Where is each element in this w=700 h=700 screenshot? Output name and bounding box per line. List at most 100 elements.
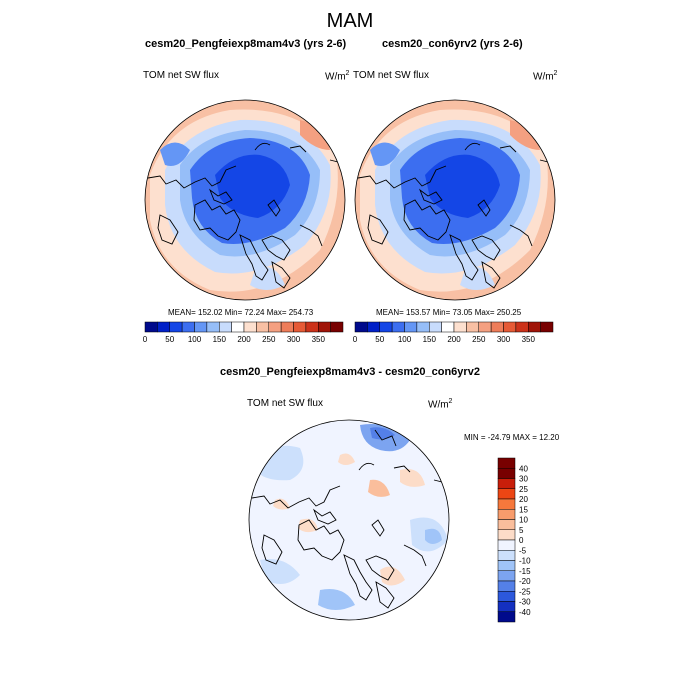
colorbar-diff-box-11: [497, 570, 516, 582]
colorbar-right-box-14: [528, 321, 541, 333]
colorbar-diff-box-13: [497, 591, 516, 602]
map-left-coastlines: [147, 142, 343, 289]
colorbar-left-label-3: 150: [213, 335, 227, 344]
panel-right-units: W/m2: [533, 70, 557, 82]
colorbar-left-label-5: 250: [262, 335, 276, 344]
colorbar-diff-box-10: [497, 560, 516, 571]
colorbar-diff-label-8: -5: [519, 546, 527, 555]
diff-panel-units-exp: 2: [448, 398, 453, 405]
main-title: MAM: [326, 10, 374, 32]
colorbar-right-box-13: [515, 321, 529, 333]
map-diff: [249, 420, 449, 620]
colorbar-right-label-2: 100: [398, 335, 412, 344]
map-right: [355, 100, 555, 300]
map-left: [145, 100, 345, 300]
map-diff-border: [248, 419, 450, 621]
colorbar-right-box-4: [404, 321, 418, 333]
map-right-border: [354, 99, 556, 301]
panel-left-stats: MEAN= 152.02 Min= 72.24 Max= 254.73: [168, 308, 314, 317]
diff-panel-units: W/m2: [428, 398, 452, 410]
map-right-patch-3: [460, 267, 495, 290]
colorbar-left-label-1: 50: [165, 335, 174, 344]
colorbar-left-box-6: [219, 321, 232, 333]
colorbar-right: 0 50 100 150 200 250 300 350: [353, 321, 554, 344]
colorbar-left-box-15: [330, 321, 344, 333]
colorbar-right-box-5: [416, 321, 430, 333]
colorbar-left-box-10: [268, 321, 282, 333]
colorbar-right-box-8: [453, 321, 467, 333]
diff-panel-stats: MIN = -24.79 MAX = 12.20: [464, 433, 560, 442]
colorbar-right-box-11: [490, 321, 504, 333]
colorbar-left-label-2: 100: [188, 335, 202, 344]
colorbar-left-box-0: [144, 321, 158, 333]
map-right-patch-2: [510, 120, 540, 150]
colorbar-left-box-11: [280, 321, 294, 333]
colorbar-diff-label-13: -30: [519, 598, 531, 607]
colorbar-diff-label-1: 30: [519, 475, 528, 484]
colorbar-left-box-2: [169, 321, 183, 333]
colorbar-right-box-3: [391, 321, 405, 333]
colorbar-diff-label-4: 15: [519, 505, 528, 514]
panel-right-units-base: W/m: [533, 71, 554, 83]
colorbar-diff-label-7: 0: [519, 536, 524, 545]
colorbar-left-box-3: [181, 321, 195, 333]
colorbar-right-box-7: [441, 321, 455, 333]
colorbar-left-label-4: 200: [237, 335, 251, 344]
colorbar-diff-box-8: [497, 539, 516, 551]
colorbar-left-label-7: 350: [312, 335, 326, 344]
colorbar-right-box-9: [466, 321, 479, 333]
colorbar-right-label-3: 150: [423, 335, 437, 344]
map-right-coastlines: [357, 142, 553, 289]
map-diff-patch-8: [425, 528, 442, 544]
colorbar-diff-box-2: [497, 478, 516, 489]
map-diff-patch-5: [368, 479, 390, 497]
colorbar-diff-label-5: 10: [519, 516, 528, 525]
colorbar-diff-box-7: [497, 529, 516, 541]
colorbar-right-box-1: [367, 321, 380, 333]
colorbar-diff-box-1: [497, 468, 516, 479]
colorbar-diff-box-3: [497, 488, 516, 500]
colorbar-diff-box-9: [497, 550, 516, 561]
map-left-patch-2: [300, 120, 330, 150]
colorbar-left: 0 50 100 150 200 250 300 350: [143, 321, 344, 344]
panel-right-variable: TOM net SW flux: [353, 70, 429, 81]
colorbar-right-label-0: 0: [353, 335, 358, 344]
colorbar-right-box-15: [540, 321, 554, 333]
colorbar-left-box-5: [206, 321, 220, 333]
map-diff-patch-6: [298, 518, 318, 533]
colorbar-diff-label-9: -10: [519, 557, 531, 566]
colorbar-right-box-0: [354, 321, 368, 333]
diff-panel-variable: TOM net SW flux: [247, 398, 323, 409]
colorbar-right-label-1: 50: [375, 335, 384, 344]
colorbar-diff-label-14: -40: [519, 608, 531, 617]
colorbar-diff-box-0: [497, 457, 516, 469]
map-left-patch-3: [250, 267, 285, 290]
map-diff-patch-12: [338, 453, 355, 465]
colorbar-diff-label-11: -20: [519, 577, 531, 586]
map-diff-patch-9: [260, 559, 300, 584]
map-diff-patch-4: [400, 469, 425, 487]
colorbar-diff-label-10: -15: [519, 567, 531, 576]
colorbar-left-label-6: 300: [287, 335, 301, 344]
colorbar-right-box-6: [429, 321, 442, 333]
map-diff-coastlines: [251, 429, 447, 609]
colorbar-diff-box-12: [497, 580, 516, 592]
colorbar-left-box-1: [157, 321, 170, 333]
colorbar-left-box-12: [293, 321, 307, 333]
panel-left-units: W/m2: [325, 70, 349, 82]
colorbar-diff-box-14: [497, 601, 516, 612]
colorbar-right-label-4: 200: [447, 335, 461, 344]
colorbar-right-label-5: 250: [472, 335, 486, 344]
panel-right-title: cesm20_con6yrv2 (yrs 2-6): [382, 38, 523, 50]
colorbar-left-box-7: [231, 321, 245, 333]
colorbar-diff-box-5: [497, 509, 516, 520]
colorbar-diff-label-12: -25: [519, 587, 531, 596]
panel-left-units-exp: 2: [345, 70, 350, 77]
colorbar-diff-label-6: 5: [519, 526, 524, 535]
map-right-patch-1: [370, 142, 400, 166]
colorbar-diff-label-3: 20: [519, 495, 528, 504]
panel-left-title: cesm20_Pengfeiexp8mam4v3 (yrs 2-6): [145, 38, 347, 50]
colorbar-right-label-6: 300: [497, 335, 511, 344]
